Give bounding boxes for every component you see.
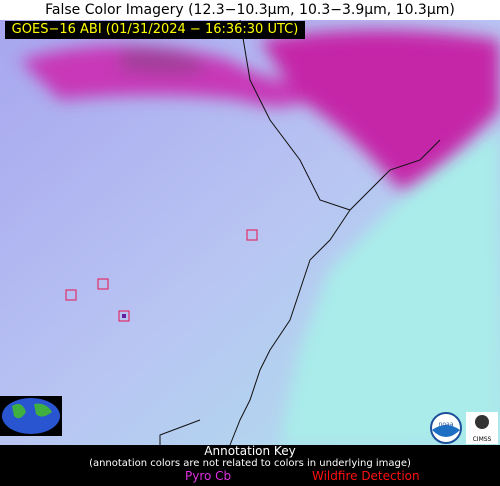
subtitle: GOES−16 ABI (01/31/2024 − 16:36:30 UTC): [5, 21, 305, 39]
legend-item: Pyro Cb: [185, 469, 232, 483]
pyro-cb: [122, 314, 126, 318]
globe-logo: [0, 396, 62, 436]
title: False Color Imagery (12.3−10.3µm, 10.3−3…: [45, 2, 455, 18]
legend-item: Wildfire Detection: [312, 469, 420, 483]
logo-text: noaa: [439, 421, 454, 428]
high-cloud: [20, 30, 500, 190]
satellite-image: noaa CIMSS: [0, 20, 500, 445]
fire-detections: [65, 229, 258, 322]
legend-panel: Annotation Key (annotation colors are no…: [0, 445, 500, 486]
legend-note: (annotation colors are not related to co…: [89, 458, 411, 469]
water: [280, 130, 500, 445]
coastline: [159, 20, 441, 445]
logo-text: CIMSS: [473, 436, 492, 443]
logos: noaa CIMSS: [430, 412, 498, 444]
legend-title: Annotation Key: [204, 444, 296, 458]
